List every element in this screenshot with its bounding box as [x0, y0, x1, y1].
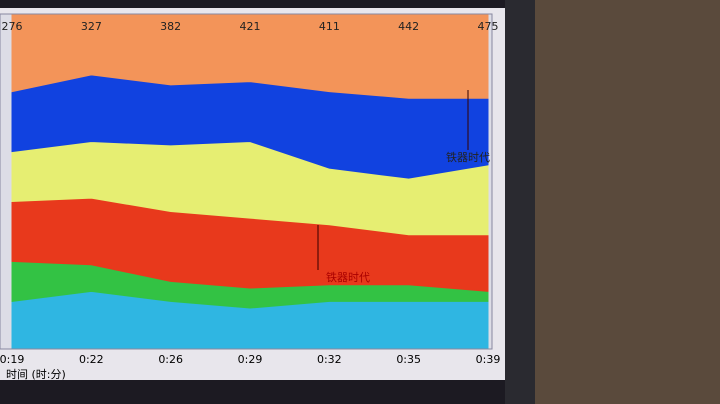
x-tick-label: 0:32	[317, 353, 342, 366]
top-label: 411	[319, 20, 340, 33]
top-label: 475	[478, 20, 499, 33]
x-axis-title: 时间 (时:分)	[6, 368, 66, 381]
x-tick-label: 0:39	[476, 353, 501, 366]
area	[11, 14, 489, 99]
x-tick-label: 0:19	[0, 353, 24, 366]
annotation: 铁器时代	[446, 151, 490, 164]
x-tick-label: 0:29	[238, 353, 263, 366]
monitor-bezel	[505, 0, 535, 404]
curtain	[520, 0, 720, 404]
x-tick-label: 0:26	[158, 353, 183, 366]
top-label: 442	[398, 20, 419, 33]
x-tick-label: 0:35	[396, 353, 421, 366]
top-label: 382	[160, 20, 181, 33]
x-tick-label: 0:22	[79, 353, 104, 366]
top-label: 327	[81, 20, 102, 33]
top-label: 276	[2, 20, 23, 33]
top-label: 421	[240, 20, 261, 33]
annotation: 铁器时代	[326, 271, 370, 284]
